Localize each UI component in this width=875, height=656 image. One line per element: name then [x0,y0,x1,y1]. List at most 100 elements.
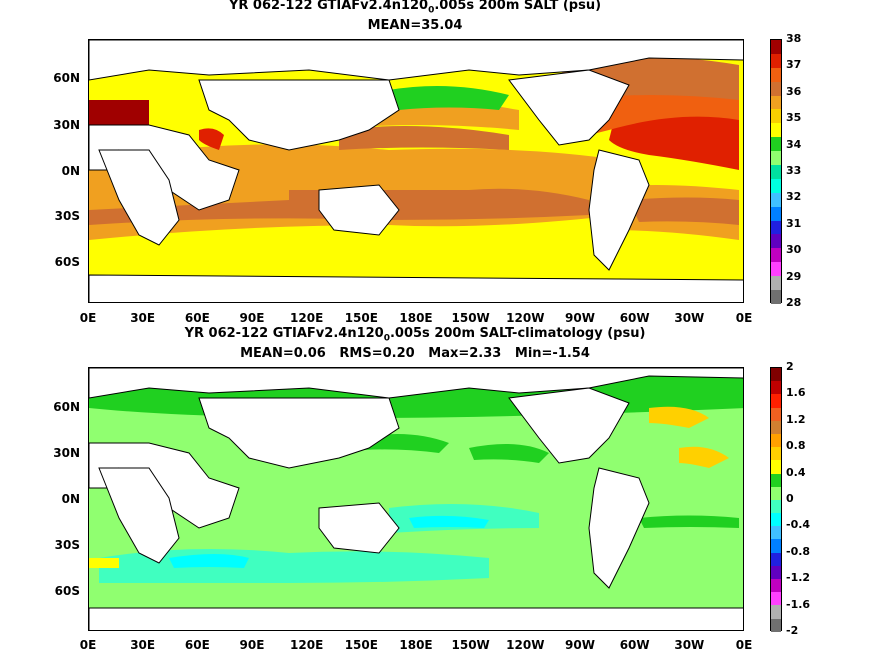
lon-label: 60E [184,638,210,652]
colorbar-swatch [771,206,781,221]
lon-label: 120W [506,311,545,325]
salinity-field [89,40,743,302]
lat-label: 60N [53,400,80,414]
lat-label: 30S [54,538,80,552]
salinity-anomaly-map [88,367,744,631]
colorbar-swatch [771,81,781,96]
colorbar [770,367,782,632]
lat-label: 30N [53,446,80,460]
colorbar-swatch [771,192,781,207]
colorbar-label: -1.2 [786,571,811,585]
colorbar-swatch [771,123,781,138]
colorbar-label: 0.8 [786,439,806,453]
colorbar [770,39,782,304]
lon-label: 150E [344,311,378,325]
lon-label: 90E [239,311,265,325]
colorbar-swatch [771,539,781,553]
colorbar-swatch [771,234,781,249]
colorbar-label: -0.8 [786,544,811,558]
colorbar-label: 1.2 [786,412,806,426]
lon-label: 0E [735,311,753,325]
colorbar-label: -1.6 [786,597,811,611]
colorbar-swatch [771,368,781,382]
colorbar-label: 0 [786,492,794,505]
colorbar-label: -0.4 [786,518,811,532]
colorbar-label: 0.4 [786,465,806,479]
lon-label: 30E [130,638,156,652]
lon-label: 0E [735,638,753,652]
colorbar-label: 35 [786,111,802,125]
colorbar-swatch [771,433,781,448]
colorbar-swatch [771,276,781,291]
colorbar-label: 34 [786,137,802,151]
lat-label: 60N [53,71,80,85]
colorbar-label: 38 [786,32,802,45]
lon-label: 120E [290,638,324,652]
lon-label: 180E [399,638,433,652]
colorbar-swatch [771,499,781,514]
colorbar-swatch [771,262,781,277]
lat-label: 0N [61,164,80,178]
colorbar-swatch [771,473,781,487]
colorbar-swatch [771,565,781,579]
lat-label: 0N [61,492,80,506]
lon-label: 120W [506,638,545,652]
colorbar-label: 28 [786,296,802,309]
colorbar-swatch [771,447,781,461]
panel1-title: YR 062-122 GTIAFv2.4n1200.005s 200m SALT… [228,0,602,16]
lon-label: 90W [565,638,595,652]
lon-label: 90E [239,638,265,652]
lon-label: 180E [399,311,433,325]
lon-label: 30E [130,311,156,325]
colorbar-swatch [771,53,781,68]
colorbar-swatch [771,220,781,235]
colorbar-label: 2 [786,360,794,373]
anomaly-field [89,368,743,630]
colorbar-swatch [771,109,781,124]
colorbar-swatch [771,290,781,304]
colorbar-swatch [771,526,781,540]
colorbar-swatch [771,618,781,632]
colorbar-label: 37 [786,58,802,72]
colorbar-swatch [771,40,781,54]
colorbar-swatch [771,137,781,152]
lon-label: 0E [79,311,97,325]
lat-label: 30N [53,118,80,132]
lon-label: 0E [79,638,97,652]
colorbar-swatch [771,178,781,193]
colorbar-swatch [771,165,781,179]
colorbar-label: 36 [786,84,802,98]
lon-label: 30W [674,638,705,652]
colorbar-swatch [771,486,781,500]
lon-label: 120E [290,311,324,325]
lat-label: 30S [54,209,80,223]
colorbar-swatch [771,394,781,408]
lon-label: 30W [674,311,705,325]
colorbar-swatch [771,95,781,110]
lon-label: 150W [451,638,490,652]
colorbar-swatch [771,420,781,434]
colorbar-swatch [771,151,781,166]
colorbar-label: 1.6 [786,386,806,400]
colorbar-swatch [771,381,781,395]
lon-label: 60W [619,638,650,652]
colorbar-swatch [771,513,781,527]
lon-label: 90W [565,311,595,325]
colorbar-label: 32 [786,190,802,204]
lat-label: 60S [54,255,80,269]
panel1-stats: MEAN=35.04 [367,18,463,33]
colorbar-swatch [771,67,781,82]
lon-label: 60W [619,311,650,325]
panel2-stats: MEAN=0.06 RMS=0.20 Max=2.33 Min=-1.54 [240,346,590,361]
lon-label: 60E [184,311,210,325]
salinity-map [88,39,744,303]
colorbar-label: 30 [786,243,802,257]
colorbar-swatch [771,407,781,421]
lat-label: 60S [54,584,80,598]
colorbar-label: 33 [786,164,802,177]
lon-label: 150E [344,638,378,652]
colorbar-label: -2 [786,624,799,637]
panel2-title: YR 062-122 GTIAFv2.4n1200.005s 200m SALT… [184,326,646,344]
colorbar-swatch [771,579,781,593]
colorbar-label: 29 [786,269,802,283]
